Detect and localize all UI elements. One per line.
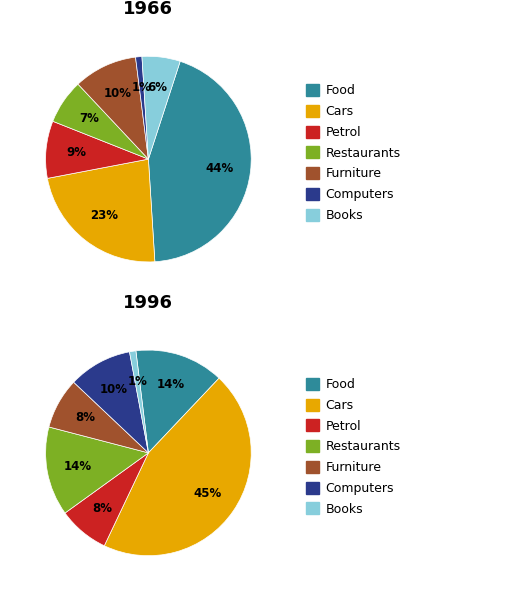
Text: 14%: 14% [64, 460, 92, 472]
Text: 9%: 9% [67, 146, 87, 159]
Wedge shape [104, 378, 251, 556]
Wedge shape [46, 427, 148, 513]
Text: 7%: 7% [79, 112, 99, 125]
Text: 10%: 10% [104, 88, 132, 100]
Legend: Food, Cars, Petrol, Restaurants, Furniture, Computers, Books: Food, Cars, Petrol, Restaurants, Furnitu… [303, 81, 403, 225]
Text: 8%: 8% [92, 502, 112, 515]
Wedge shape [78, 57, 148, 159]
Wedge shape [129, 351, 148, 453]
Wedge shape [53, 84, 148, 159]
Wedge shape [46, 121, 148, 178]
Wedge shape [47, 159, 155, 262]
Text: 1%: 1% [127, 375, 147, 388]
Text: 44%: 44% [206, 162, 234, 174]
Wedge shape [142, 56, 180, 159]
Wedge shape [136, 350, 219, 453]
Wedge shape [148, 61, 251, 262]
Title: 1966: 1966 [123, 1, 173, 18]
Title: 1996: 1996 [123, 294, 173, 312]
Text: 10%: 10% [100, 383, 128, 396]
Legend: Food, Cars, Petrol, Restaurants, Furniture, Computers, Books: Food, Cars, Petrol, Restaurants, Furnitu… [303, 375, 403, 518]
Text: 1%: 1% [131, 81, 152, 94]
Wedge shape [136, 56, 148, 159]
Text: 23%: 23% [90, 209, 118, 223]
Wedge shape [49, 382, 148, 453]
Text: 14%: 14% [157, 378, 185, 391]
Text: 8%: 8% [75, 411, 95, 425]
Wedge shape [74, 352, 148, 453]
Text: 45%: 45% [193, 487, 222, 500]
Text: 6%: 6% [147, 81, 167, 94]
Wedge shape [65, 453, 148, 546]
